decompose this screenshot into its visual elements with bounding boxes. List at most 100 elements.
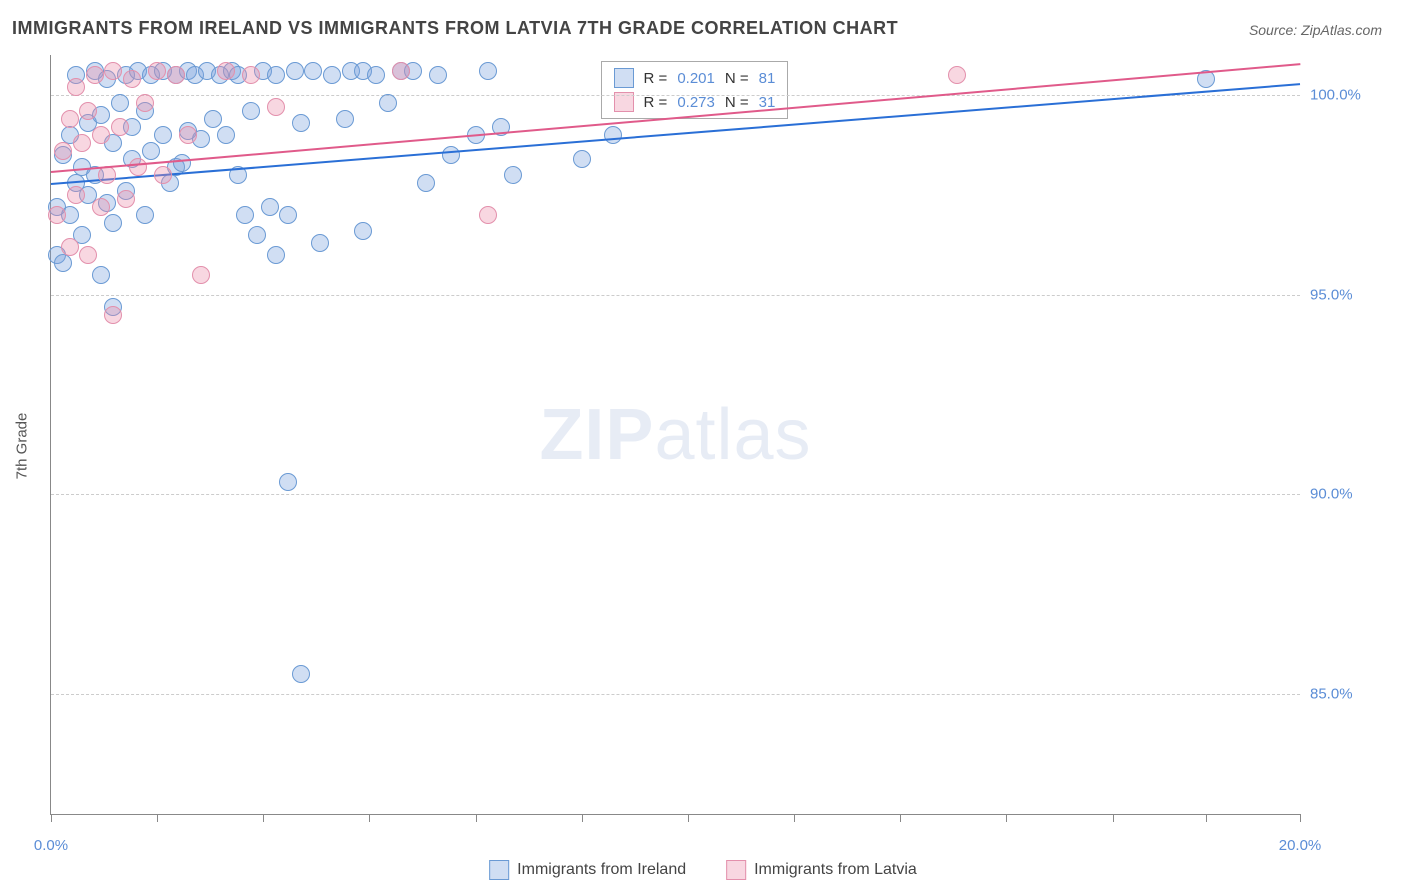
- xtick: [51, 814, 52, 822]
- gridline: [51, 95, 1300, 96]
- gridline: [51, 295, 1300, 296]
- scatter-point: [104, 214, 122, 232]
- scatter-point: [504, 166, 522, 184]
- scatter-point: [104, 62, 122, 80]
- ytick-label: 90.0%: [1310, 486, 1390, 503]
- scatter-point: [54, 142, 72, 160]
- scatter-point: [573, 150, 591, 168]
- scatter-point: [429, 66, 447, 84]
- watermark: ZIPatlas: [539, 394, 811, 476]
- scatter-point: [236, 206, 254, 224]
- scatter-point: [417, 174, 435, 192]
- r-value-2: 0.273: [677, 94, 715, 111]
- scatter-point: [204, 110, 222, 128]
- xtick: [1300, 814, 1301, 822]
- scatter-point: [292, 114, 310, 132]
- legend-label-2: Immigrants from Latvia: [754, 861, 917, 879]
- scatter-point: [61, 238, 79, 256]
- xtick: [1113, 814, 1114, 822]
- scatter-point: [67, 186, 85, 204]
- scatter-point: [242, 102, 260, 120]
- scatter-plot: ZIPatlas R = 0.201 N = 81 R = 0.273 N = …: [50, 55, 1300, 815]
- chart-title: IMMIGRANTS FROM IRELAND VS IMMIGRANTS FR…: [12, 18, 898, 39]
- scatter-point: [192, 266, 210, 284]
- scatter-point: [217, 62, 235, 80]
- xtick: [582, 814, 583, 822]
- scatter-point: [217, 126, 235, 144]
- scatter-point: [279, 473, 297, 491]
- n-label-2: N =: [725, 94, 749, 111]
- scatter-point: [136, 206, 154, 224]
- gridline: [51, 494, 1300, 495]
- scatter-point: [142, 142, 160, 160]
- scatter-point: [261, 198, 279, 216]
- xtick: [476, 814, 477, 822]
- scatter-point: [304, 62, 322, 80]
- legend: Immigrants from Ireland Immigrants from …: [489, 860, 917, 880]
- scatter-point: [67, 78, 85, 96]
- scatter-point: [92, 126, 110, 144]
- scatter-point: [323, 66, 341, 84]
- xtick: [157, 814, 158, 822]
- xtick: [369, 814, 370, 822]
- watermark-zip: ZIP: [539, 395, 654, 475]
- legend-item-1: Immigrants from Ireland: [489, 860, 686, 880]
- r-label-2: R =: [644, 94, 668, 111]
- scatter-point: [336, 110, 354, 128]
- scatter-point: [604, 126, 622, 144]
- scatter-point: [92, 266, 110, 284]
- scatter-point: [129, 158, 147, 176]
- scatter-point: [479, 62, 497, 80]
- scatter-point: [392, 62, 410, 80]
- scatter-point: [248, 226, 266, 244]
- scatter-point: [286, 62, 304, 80]
- y-axis-label: 7th Grade: [14, 413, 31, 480]
- scatter-point: [267, 98, 285, 116]
- source-label: Source: ZipAtlas.com: [1249, 22, 1382, 38]
- scatter-point: [104, 306, 122, 324]
- scatter-point: [79, 102, 97, 120]
- xtick: [794, 814, 795, 822]
- scatter-point: [279, 206, 297, 224]
- ytick-label: 85.0%: [1310, 686, 1390, 703]
- scatter-point: [948, 66, 966, 84]
- scatter-point: [292, 665, 310, 683]
- scatter-point: [267, 66, 285, 84]
- scatter-point: [167, 66, 185, 84]
- ytick-label: 95.0%: [1310, 286, 1390, 303]
- xtick: [263, 814, 264, 822]
- r-label-1: R =: [644, 70, 668, 87]
- scatter-point: [54, 254, 72, 272]
- scatter-point: [148, 62, 166, 80]
- scatter-point: [48, 206, 66, 224]
- series1-swatch-icon: [614, 68, 634, 88]
- scatter-point: [379, 94, 397, 112]
- xtick: [1006, 814, 1007, 822]
- legend-item-2: Immigrants from Latvia: [726, 860, 917, 880]
- scatter-point: [479, 206, 497, 224]
- scatter-point: [311, 234, 329, 252]
- scatter-point: [173, 154, 191, 172]
- scatter-point: [242, 66, 260, 84]
- scatter-point: [73, 134, 91, 152]
- xtick-label: 20.0%: [1279, 837, 1322, 854]
- scatter-point: [136, 94, 154, 112]
- scatter-point: [86, 66, 104, 84]
- scatter-point: [111, 118, 129, 136]
- gridline: [51, 694, 1300, 695]
- scatter-point: [354, 222, 372, 240]
- scatter-point: [79, 246, 97, 264]
- legend-swatch-2-icon: [726, 860, 746, 880]
- xtick: [1206, 814, 1207, 822]
- ytick-label: 100.0%: [1310, 86, 1390, 103]
- watermark-atlas: atlas: [654, 395, 811, 475]
- scatter-point: [442, 146, 460, 164]
- correlation-row-1: R = 0.201 N = 81: [614, 68, 776, 88]
- scatter-point: [123, 70, 141, 88]
- n-label-1: N =: [725, 70, 749, 87]
- n-value-1: 81: [759, 70, 776, 87]
- scatter-point: [111, 94, 129, 112]
- legend-label-1: Immigrants from Ireland: [517, 861, 686, 879]
- legend-swatch-1-icon: [489, 860, 509, 880]
- scatter-point: [154, 166, 172, 184]
